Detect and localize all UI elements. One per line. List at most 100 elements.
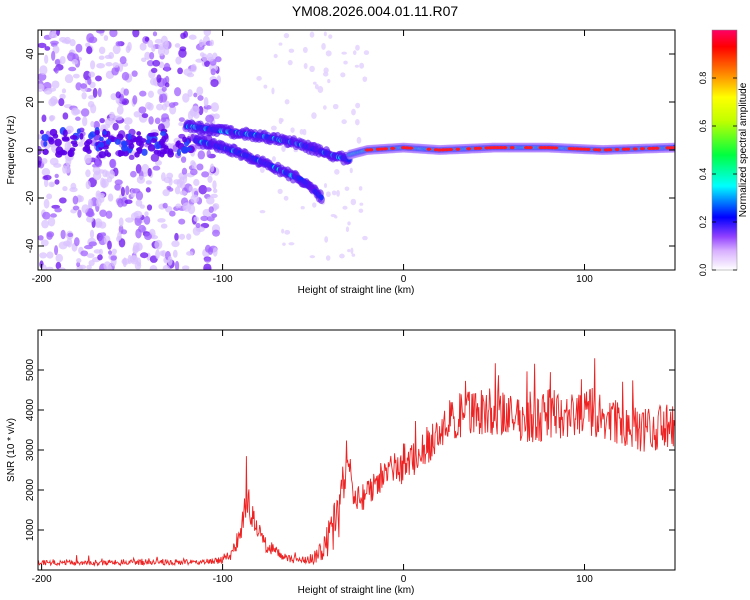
spectrogram-marks bbox=[38, 30, 675, 270]
noise-blob bbox=[143, 215, 151, 225]
noise-blob bbox=[124, 124, 130, 131]
snr-panel: -200 -100 0 100 1000 2000 3000 4000 5000 Height… bbox=[6, 329, 676, 596]
noise-band-blob bbox=[43, 141, 48, 147]
carrier-peak bbox=[538, 146, 544, 150]
noise-blob bbox=[210, 68, 216, 76]
noise-blob bbox=[196, 163, 204, 171]
noise-blob bbox=[350, 247, 354, 255]
noise-blob bbox=[331, 190, 337, 196]
noise-blob bbox=[87, 208, 94, 217]
noise-blob bbox=[352, 50, 357, 56]
noise-blob bbox=[287, 60, 293, 66]
noise-blob bbox=[58, 98, 65, 107]
noise-blob bbox=[162, 189, 170, 197]
noise-blob bbox=[39, 252, 48, 259]
noise-band-blob bbox=[180, 146, 189, 154]
noise-band-blob bbox=[102, 130, 107, 135]
noise-blob bbox=[89, 229, 95, 239]
noise-blob bbox=[178, 233, 186, 240]
noise-blob bbox=[112, 44, 121, 55]
noise-blob bbox=[202, 40, 207, 46]
noise-blob bbox=[55, 261, 62, 270]
noise-blob bbox=[88, 259, 95, 267]
noise-blob bbox=[98, 55, 105, 60]
carrier-peak bbox=[527, 146, 533, 150]
noise-blob bbox=[103, 35, 109, 41]
noise-blob bbox=[88, 95, 95, 100]
noise-blob bbox=[92, 87, 98, 98]
noise-blob bbox=[336, 189, 340, 197]
noise-blob bbox=[107, 193, 114, 202]
noise-blob bbox=[41, 158, 48, 164]
noise-blob bbox=[187, 110, 194, 121]
carrier-peak bbox=[542, 146, 548, 150]
noise-blob bbox=[58, 37, 67, 43]
noise-blob bbox=[159, 250, 165, 256]
carrier-peak bbox=[632, 147, 638, 151]
noise-blob bbox=[44, 46, 51, 51]
noise-blob bbox=[81, 92, 87, 100]
noise-blob bbox=[135, 228, 142, 239]
noise-blob bbox=[169, 210, 176, 217]
noise-blob bbox=[161, 103, 168, 111]
noise-blob bbox=[150, 153, 160, 162]
noise-blob bbox=[207, 175, 213, 183]
noise-blob bbox=[141, 113, 149, 119]
noise-blob bbox=[203, 263, 212, 270]
noise-blob bbox=[193, 178, 200, 187]
noise-blob bbox=[281, 228, 285, 234]
noise-band-blob bbox=[98, 151, 107, 159]
noise-blob bbox=[162, 264, 171, 270]
noise-blob bbox=[325, 50, 332, 57]
noise-blob bbox=[332, 103, 339, 110]
noise-blob bbox=[362, 76, 368, 82]
noise-blob bbox=[104, 54, 112, 60]
noise-blob bbox=[105, 62, 113, 67]
noise-blob bbox=[87, 198, 93, 209]
noise-blob bbox=[362, 235, 368, 241]
noise-band-blob bbox=[117, 149, 123, 158]
noise-band-blob bbox=[135, 139, 143, 146]
carrier-peak bbox=[426, 147, 432, 151]
carrier-peak bbox=[448, 147, 454, 152]
noise-blob bbox=[55, 30, 61, 36]
noise-blob bbox=[355, 102, 361, 109]
noise-blob bbox=[198, 105, 204, 116]
noise-blob bbox=[122, 257, 127, 268]
colorbar-tick-label: 0.6 bbox=[698, 120, 708, 133]
snr-x-axis-label: Height of straight line (km) bbox=[298, 585, 415, 596]
carrier-peak bbox=[614, 147, 620, 152]
noise-blob bbox=[358, 208, 364, 213]
noise-blob bbox=[84, 244, 93, 250]
noise-band-blob bbox=[134, 151, 140, 158]
noise-blob bbox=[65, 125, 74, 134]
noise-blob bbox=[147, 39, 154, 48]
noise-blob bbox=[64, 74, 74, 84]
noise-blob bbox=[190, 63, 197, 73]
noise-blob bbox=[201, 171, 210, 178]
noise-blob bbox=[149, 51, 155, 60]
snr-y-tick-label: 5000 bbox=[25, 358, 36, 381]
noise-blob bbox=[135, 199, 143, 207]
noise-blob bbox=[163, 62, 171, 72]
noise-blob bbox=[188, 34, 197, 40]
noise-blob bbox=[178, 117, 185, 122]
snr-series-line bbox=[38, 358, 675, 567]
noise-blob bbox=[281, 145, 286, 152]
noise-blob bbox=[323, 105, 327, 110]
noise-blob bbox=[312, 202, 317, 208]
noise-blob bbox=[358, 186, 363, 191]
noise-blob bbox=[116, 105, 124, 115]
noise-blob bbox=[174, 260, 180, 270]
noise-blob bbox=[41, 114, 47, 123]
noise-blob bbox=[302, 128, 307, 136]
noise-band-blob bbox=[94, 129, 100, 136]
noise-blob bbox=[86, 33, 95, 43]
colorbar-ticks: 0.0 0.2 0.4 0.6 0.8 bbox=[698, 72, 737, 276]
noise-blob bbox=[351, 253, 356, 257]
noise-blob bbox=[175, 56, 182, 65]
noise-blob bbox=[55, 253, 63, 263]
noise-blob bbox=[271, 87, 275, 95]
noise-blob bbox=[152, 31, 158, 37]
noise-blob bbox=[283, 32, 290, 39]
